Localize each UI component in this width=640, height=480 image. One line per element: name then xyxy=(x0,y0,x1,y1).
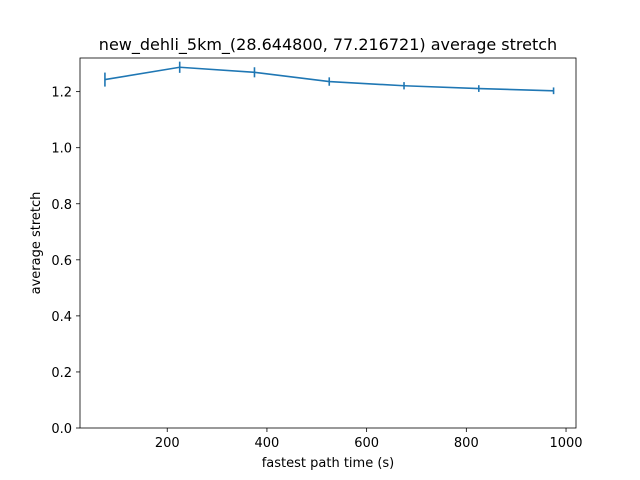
x-tick-label: 800 xyxy=(454,436,479,451)
y-tick-label: 0.0 xyxy=(51,422,72,437)
y-tick-label: 1.0 xyxy=(51,142,72,157)
x-axis-label: fastest path time (s) xyxy=(262,456,395,471)
plot-frame xyxy=(79,57,577,429)
x-axis: 200 400 600 800 1000 xyxy=(155,428,583,451)
x-tick-label: 1000 xyxy=(549,436,582,451)
y-axis-label: average stretch xyxy=(29,192,44,295)
y-axis: 0.0 0.2 0.4 0.6 0.8 1.0 1.2 xyxy=(51,86,80,437)
y-tick-label: 0.6 xyxy=(51,254,72,269)
y-tick-label: 0.8 xyxy=(51,198,72,213)
y-tick-label: 0.2 xyxy=(51,366,72,381)
x-tick-label: 400 xyxy=(255,436,280,451)
y-tick-label: 1.2 xyxy=(51,86,72,101)
x-tick-label: 200 xyxy=(155,436,180,451)
y-tick-label: 0.4 xyxy=(51,310,72,325)
x-tick-label: 600 xyxy=(354,436,379,451)
chart-title: new_dehli_5km_(28.644800, 77.216721) ave… xyxy=(99,35,557,55)
plot-area xyxy=(79,57,577,429)
